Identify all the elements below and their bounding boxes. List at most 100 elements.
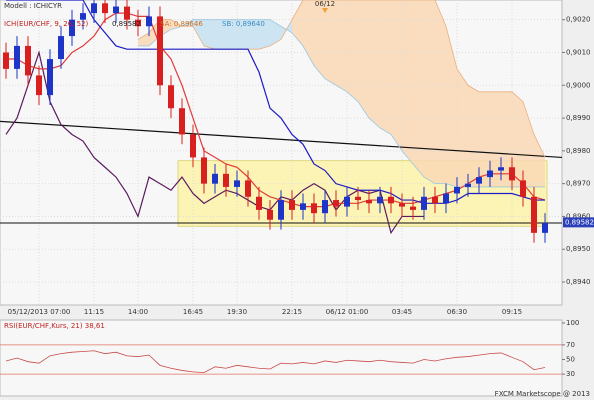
cloud-fill <box>413 0 424 178</box>
x-tick-label: 22:15 <box>282 308 302 316</box>
cloud-fill <box>138 32 149 46</box>
cloud-fill <box>490 91 501 187</box>
candle-body <box>212 173 218 184</box>
x-tick-label: 14:00 <box>128 308 148 316</box>
x-tick-label: 06/12 01:00 <box>326 308 369 316</box>
legend-item: SB: 0,89640 <box>222 20 265 28</box>
candle-body <box>58 36 64 60</box>
rsi-panel <box>0 319 563 397</box>
y-tick-label: 0,8940 <box>566 278 591 286</box>
candle-body <box>542 223 548 233</box>
candle-body <box>454 186 460 194</box>
indicator-line <box>5 350 546 374</box>
candle-body <box>223 173 229 187</box>
candle-body <box>113 6 119 14</box>
date-marker <box>322 8 328 13</box>
candle-body <box>168 85 174 109</box>
y-tick-label: 0,8990 <box>566 114 591 122</box>
candle-body <box>146 16 152 27</box>
indicator-line <box>5 50 424 235</box>
labels: 0,8940 0,8950 0,8960 0,8970 0,8980 0,8990 0,90… <box>8 0 594 378</box>
candle-body <box>14 45 20 69</box>
candle-body <box>135 19 141 27</box>
cloud-fill <box>292 0 303 46</box>
cloud-fill <box>534 134 545 187</box>
y-tick-label: 0,8970 <box>566 180 591 188</box>
x-tick-label: 06:30 <box>447 308 467 316</box>
last-price-label: 0.89582 <box>565 218 594 226</box>
candle-body <box>487 170 493 178</box>
trendline <box>0 120 562 159</box>
candle-body <box>25 45 31 76</box>
indicator-label: ICH(EUR/CHF, 9, 26, 52) <box>4 20 89 28</box>
date-marker-label: 06/12 <box>315 0 335 8</box>
rsi-title: RSI(EUR/CHF,Kurs, 21) 38,61 <box>4 322 105 330</box>
candle-body <box>377 196 383 204</box>
candle-body <box>322 200 328 214</box>
candle-body <box>234 180 240 187</box>
cloud-fill <box>446 26 457 187</box>
cloud-fill <box>325 0 336 86</box>
candle-body <box>201 157 207 184</box>
x-tick-label: 05/12/2013 07:00 <box>8 308 71 316</box>
y-tick-label: 0,9010 <box>566 48 591 56</box>
candle-body <box>410 206 416 210</box>
candle-body <box>520 180 526 197</box>
cloud-fill <box>171 19 182 30</box>
candle-body <box>355 196 361 201</box>
cloud-fill <box>248 19 259 50</box>
price-plot <box>0 0 562 305</box>
cloud-fill <box>523 101 534 187</box>
cloud-fill <box>204 19 215 50</box>
cloud-fill <box>369 0 380 128</box>
indicator-line <box>138 19 545 188</box>
candle-body <box>300 203 306 210</box>
cloud-fill <box>512 91 523 187</box>
candle-body <box>3 52 9 69</box>
cloud-fill <box>424 0 435 184</box>
candle-body <box>278 200 284 220</box>
legend-item: SA: 0,89646 <box>160 20 203 28</box>
candle-body <box>91 3 97 14</box>
candle-body <box>399 203 405 207</box>
candle-body <box>344 196 350 207</box>
cloud-fill <box>237 19 248 50</box>
candle-body <box>36 75 42 96</box>
legend-item: 0,89582 <box>112 20 141 28</box>
candle-body <box>47 59 53 96</box>
cloud-fill <box>303 0 314 66</box>
y-tick-label: 70 <box>566 341 575 349</box>
candle-body <box>443 193 449 204</box>
indicator-line <box>6 0 545 204</box>
footer: FXCM Marketscope @ 2013 <box>495 390 590 398</box>
y-tick-label: 0,8950 <box>566 245 591 253</box>
x-tick-label: 11:15 <box>84 308 104 316</box>
candle-body <box>432 196 438 204</box>
candle-body <box>157 16 163 86</box>
cloud-fill <box>358 0 369 119</box>
cloud-fill <box>314 0 325 79</box>
rsi-plot <box>0 344 562 375</box>
cloud-fill <box>391 0 402 151</box>
candle-body <box>333 200 339 207</box>
cloud-fill <box>270 19 281 46</box>
y-tick-label: 50 <box>566 356 575 364</box>
indicator-line <box>137 0 546 158</box>
cloud-fill <box>336 0 347 92</box>
candle-body <box>509 167 515 181</box>
candle-body <box>366 200 372 204</box>
x-tick-label: 09:15 <box>502 308 522 316</box>
cloud-fill <box>435 0 446 184</box>
candle-body <box>531 196 537 233</box>
cloud-fill <box>193 19 204 46</box>
cloud-fill <box>215 19 226 50</box>
cloud-fill <box>457 68 468 187</box>
candle-body <box>498 167 504 171</box>
candle-body <box>311 203 317 214</box>
y-tick-label: 0,9000 <box>566 81 591 89</box>
y-tick-label: 30 <box>566 370 575 378</box>
cloud-fill <box>259 19 270 50</box>
candle-body <box>102 3 108 14</box>
last-price-tag <box>563 217 594 228</box>
candle-body <box>289 200 295 210</box>
